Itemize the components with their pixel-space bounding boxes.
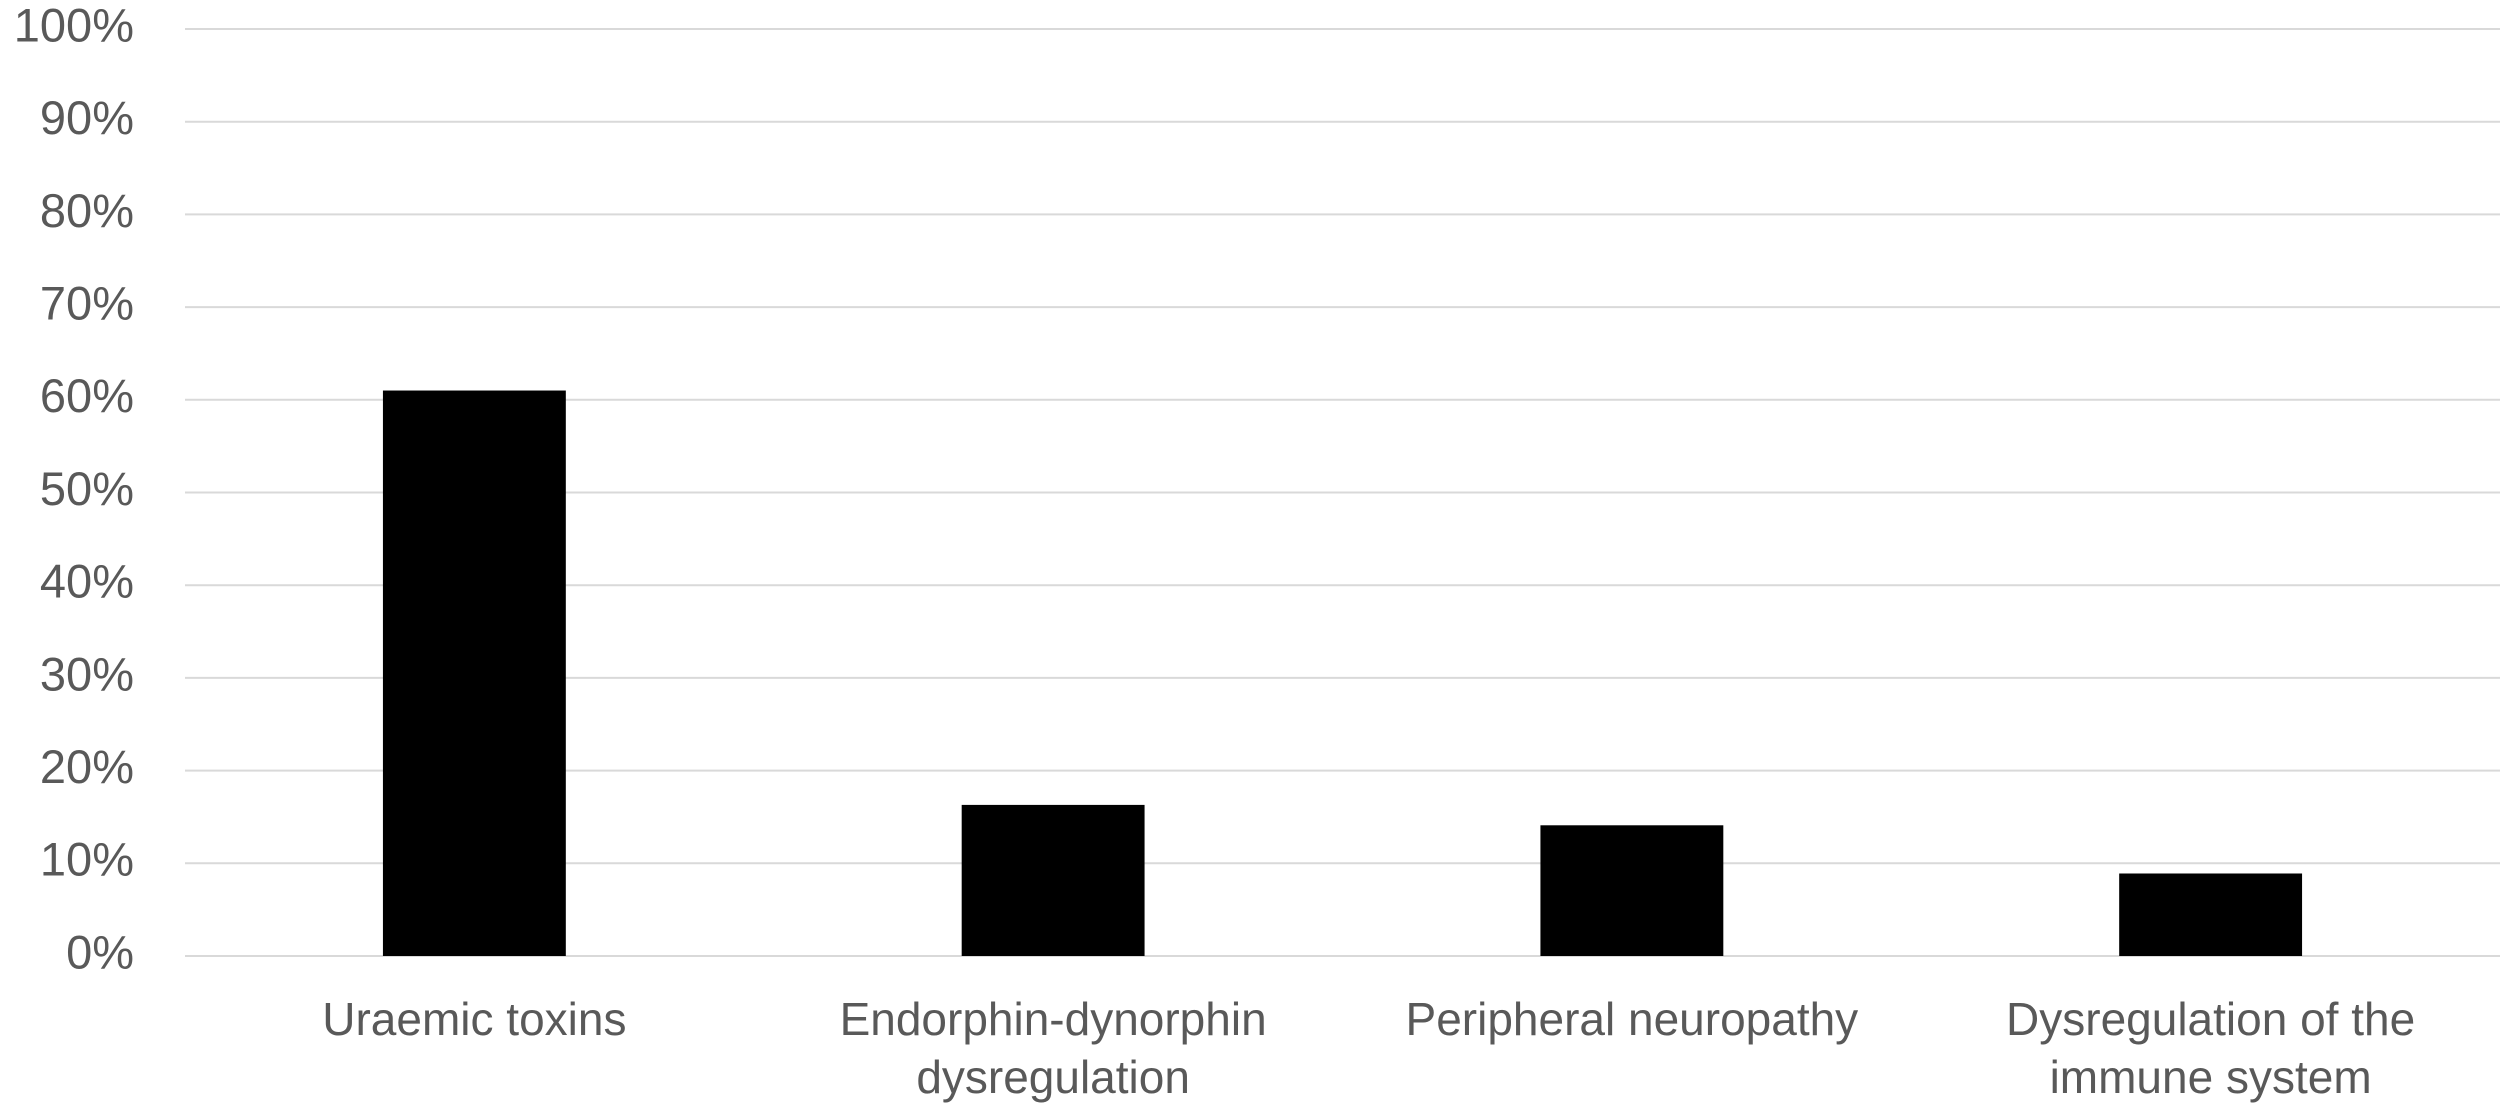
y-tick-label: 10% — [40, 833, 134, 886]
y-tick-label: 40% — [40, 555, 134, 608]
y-tick-label: 70% — [40, 277, 134, 330]
bar — [382, 390, 566, 956]
bar — [1540, 825, 1724, 956]
x-tick-label: Peripheral neuropathy — [1405, 993, 1859, 1045]
bar — [2119, 873, 2303, 956]
y-tick-label: 80% — [40, 184, 134, 237]
y-tick-label: 20% — [40, 740, 134, 793]
y-tick-label: 0% — [66, 925, 134, 978]
y-tick-label: 50% — [40, 462, 134, 515]
x-tick-label: Endorphin-dynorphin dysregulation — [839, 993, 1267, 1103]
bar — [961, 804, 1145, 956]
y-tick-label: 90% — [40, 91, 134, 144]
y-tick-label: 30% — [40, 647, 134, 700]
y-tick-label: 60% — [40, 369, 134, 422]
x-tick-label: Uraemic toxins — [322, 993, 627, 1045]
x-tick-label: Dysregulation of the immune system — [2006, 993, 2416, 1103]
y-tick-label: 100% — [14, 0, 134, 51]
